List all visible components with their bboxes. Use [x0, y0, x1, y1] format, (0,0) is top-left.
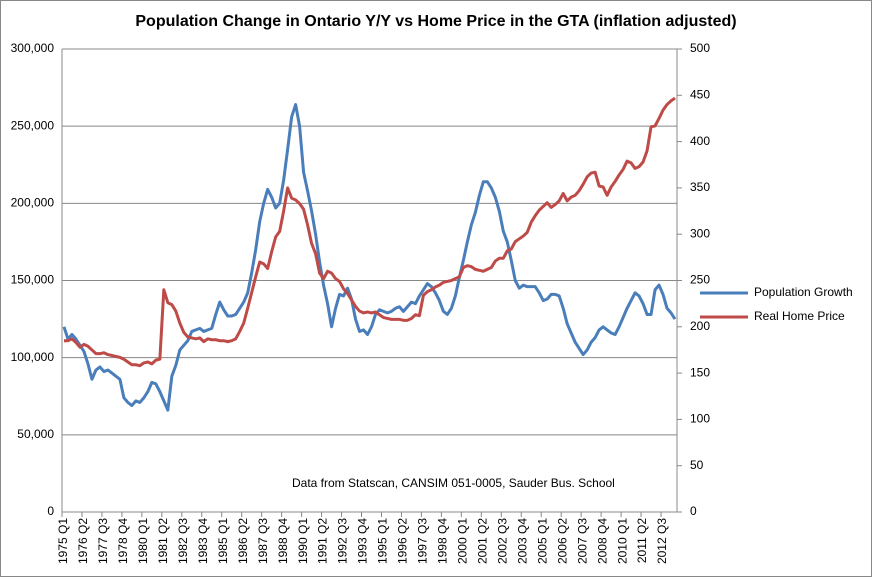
x-tick-label: 1997 Q3	[416, 518, 430, 564]
x-tick-label: 1978 Q4	[116, 518, 130, 564]
x-tick-label: 1986 Q2	[236, 518, 250, 564]
x-tick-label: 1985 Q1	[216, 518, 230, 564]
y-tick-label: 0	[47, 504, 54, 518]
x-tick-label: 1988 Q4	[276, 518, 290, 564]
y-tick-label: 300,000	[11, 41, 55, 55]
y2-tick-label: 0	[690, 504, 697, 518]
y2-tick-label: 50	[690, 458, 704, 472]
x-tick-label: 2008 Q4	[595, 518, 609, 564]
x-tick-label: 1981 Q2	[156, 518, 170, 564]
legend-label: Population Growth	[754, 285, 853, 299]
x-tick-label: 1980 Q1	[136, 518, 150, 564]
y2-tick-label: 450	[690, 87, 710, 101]
x-tick-label: 1998 Q4	[436, 518, 450, 564]
chart-title: Population Change in Ontario Y/Y vs Home…	[135, 13, 736, 30]
x-tick-label: 2011 Q2	[635, 518, 649, 563]
y2-tick-label: 400	[690, 134, 710, 148]
y2-tick-label: 300	[690, 226, 710, 240]
x-tick-label: 1992 Q3	[336, 518, 350, 564]
legend-label: Real Home Price	[754, 309, 845, 323]
x-tick-label: 1995 Q1	[376, 518, 390, 564]
x-tick-label: 1983 Q4	[196, 518, 210, 564]
y-tick-label: 200,000	[11, 196, 55, 210]
x-tick-label: 1990 Q1	[296, 518, 310, 564]
y-tick-label: 50,000	[17, 427, 54, 441]
y-tick-label: 150,000	[11, 273, 55, 287]
series-line	[62, 103, 677, 412]
x-tick-label: 2007 Q3	[575, 518, 589, 564]
x-tick-label: 2003 Q4	[515, 518, 529, 564]
y2-tick-label: 150	[690, 365, 710, 379]
y2-tick-label: 350	[690, 180, 710, 194]
y2-tick-label: 500	[690, 41, 710, 55]
x-tick-label: 2002 Q3	[495, 518, 509, 564]
x-tick-label: 2005 Q1	[535, 518, 549, 564]
x-tick-label: 1993 Q4	[356, 518, 370, 564]
x-tick-label: 1976 Q2	[76, 518, 90, 564]
y-tick-label: 250,000	[11, 118, 55, 132]
x-tick-label: 1977 Q3	[96, 518, 110, 564]
y2-tick-label: 200	[690, 319, 710, 333]
x-tick-label: 2006 Q2	[555, 518, 569, 564]
x-tick-label: 2001 Q2	[475, 518, 489, 564]
series-line	[64, 96, 676, 368]
x-tick-label: 2012 Q3	[655, 518, 669, 564]
x-tick-label: 1987 Q3	[256, 518, 270, 564]
x-tick-label: 2000 Q1	[456, 518, 470, 564]
y2-tick-label: 250	[690, 273, 710, 287]
x-tick-label: 1996 Q2	[396, 518, 410, 564]
x-tick-label: 1991 Q2	[316, 518, 330, 564]
y2-tick-label: 100	[690, 412, 710, 426]
x-tick-label: 2010 Q1	[615, 518, 629, 564]
x-tick-label: 1982 Q3	[176, 518, 190, 564]
x-tick-label: 1975 Q1	[56, 518, 70, 564]
annotation: Data from Statscan, CANSIM 051-0005, Sau…	[292, 476, 615, 490]
y-tick-label: 100,000	[11, 350, 55, 364]
